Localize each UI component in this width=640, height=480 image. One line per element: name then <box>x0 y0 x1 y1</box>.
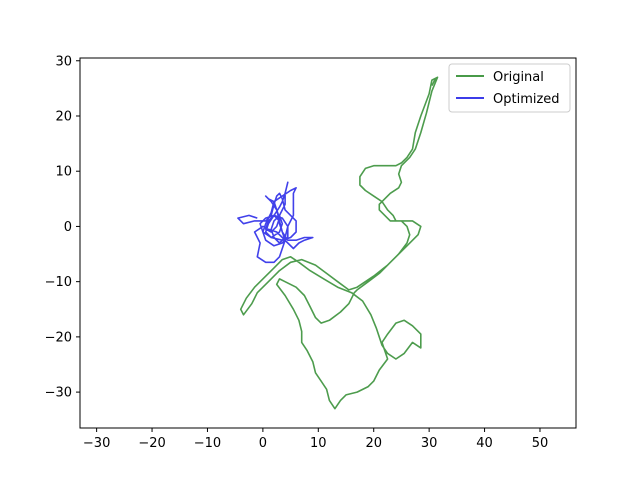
y-tick-label: −20 <box>45 330 72 345</box>
y-axis: −30 −20 −10 0 10 20 30 <box>45 54 80 401</box>
y-tick-label: 20 <box>55 109 72 124</box>
series-line-original <box>239 76 439 410</box>
plot-frame <box>79 57 577 429</box>
x-tick-label: 10 <box>310 436 327 451</box>
x-tick-label: −30 <box>83 436 110 451</box>
x-tick-label: 30 <box>421 436 438 451</box>
legend-label-optimized: Optimized <box>493 92 560 107</box>
series-line-optimized <box>237 181 314 264</box>
x-axis: −30 −20 −10 0 10 20 30 40 50 <box>83 428 548 451</box>
legend-label-original: Original <box>493 70 544 85</box>
x-tick-label: 40 <box>476 436 493 451</box>
y-tick-label: 30 <box>55 54 72 69</box>
y-tick-label: 0 <box>64 220 72 235</box>
x-tick-label: −10 <box>194 436 221 451</box>
x-tick-label: −20 <box>138 436 165 451</box>
y-tick-label: −10 <box>45 275 72 290</box>
y-tick-label: −30 <box>45 386 72 401</box>
y-tick-label: 10 <box>55 165 72 180</box>
x-tick-label: 20 <box>365 436 382 451</box>
x-tick-label: 0 <box>259 436 267 451</box>
x-tick-label: 50 <box>532 436 549 451</box>
legend: Original Optimized <box>448 63 571 113</box>
